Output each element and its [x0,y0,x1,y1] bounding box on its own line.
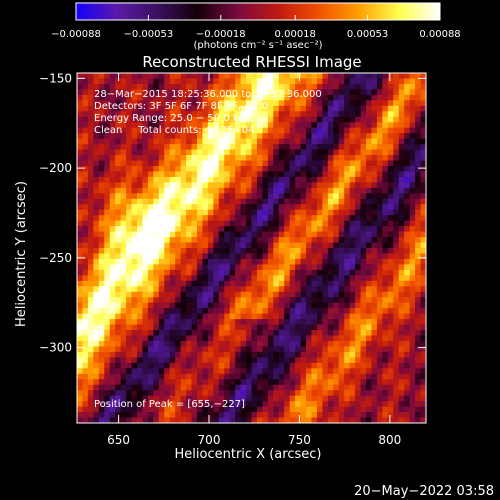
x-tick-label: 700 [198,433,221,447]
x-tick-label: 750 [288,433,311,447]
x-axis-title: Heliocentric X (arcsec) [175,447,322,462]
chart-title: Reconstructed RHESSI Image [142,53,361,71]
annotation-method-counts: Clean Total counts: 4.12E+04 [94,125,254,136]
x-tick-label: 800 [378,433,401,447]
colorbar-tick-label: 0.00018 [275,29,316,40]
annotation-detectors: Detectors: 3F 5F 6F 7F 8F 9F, Att 0 [94,101,268,112]
heatmap-image [77,73,426,423]
colorbar-tick-label: −0.00088 [51,29,101,40]
colorbar-tick-label: −0.00053 [124,29,174,40]
colorbar-ticks: −0.00088 −0.00053 −0.00018 0.00018 0.00053 0.… [51,15,461,40]
colorbar-tick-label: 0.00053 [347,29,388,40]
annotation-time-range: 28−Mar−2015 18:25:36.000 to 18:31:36.000 [94,89,322,100]
plot-frame [76,72,427,424]
y-axis-title: Heliocentric Y (arcsec) [14,181,29,327]
footer-timestamp: 20−May−2022 03:58 [354,484,494,499]
y-tick-label: −250 [39,251,72,265]
y-tick-label: −300 [39,341,72,355]
axis-ticks: 650 700 750 800 −150 −200 −250 −300 [39,71,426,447]
annotation-peak-position: Position of Peak = [655,−227] [94,399,245,410]
y-tick-label: −200 [39,161,72,175]
x-tick-label: 650 [107,433,130,447]
annotation-energy-range: Energy Range: 25.0 − 50.0 keV [94,113,251,124]
colorbar [75,2,441,21]
info-overlay: 28−Mar−2015 18:25:36.000 to 18:31:36.000… [94,89,322,410]
colorbar-tick-label: −0.00018 [196,29,246,40]
colorbar-tick-label: 0.00088 [419,29,460,40]
colorbar-units-label: (photons cm⁻² s⁻¹ asec⁻²) [193,40,322,51]
y-tick-label: −150 [39,71,72,85]
